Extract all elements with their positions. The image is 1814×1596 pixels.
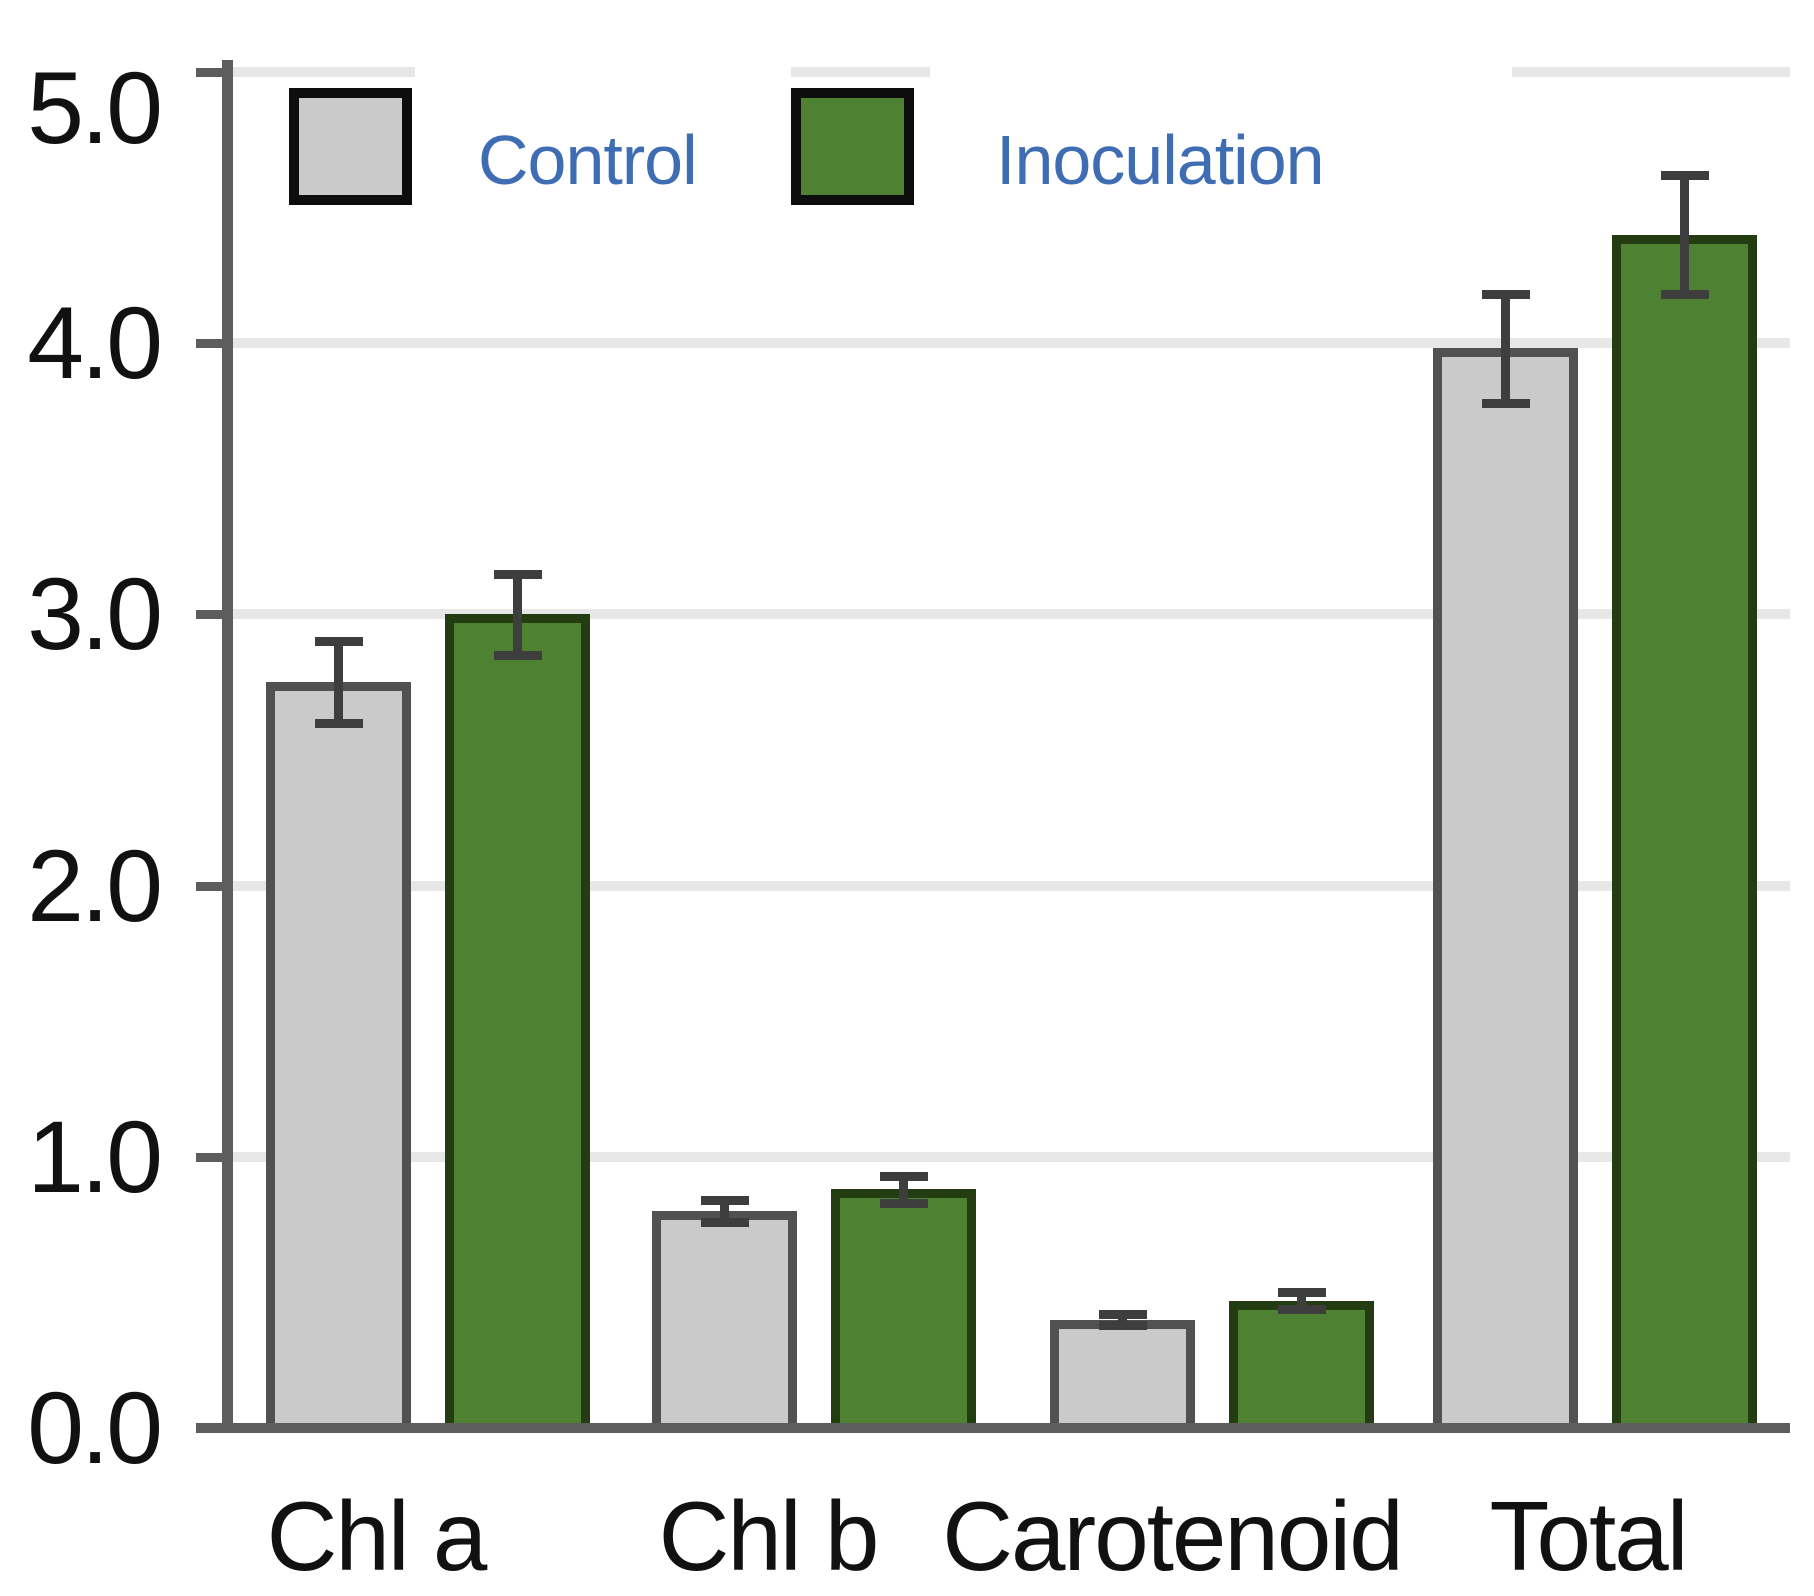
y-tick-label-5.0: 5.0 — [27, 51, 163, 165]
error-bar-cap-top-control-total — [1481, 290, 1530, 300]
bar-control-total — [1433, 348, 1578, 1432]
gridline-2 — [222, 880, 1790, 891]
error-bar-cap-bottom-control-chl-b — [700, 1217, 749, 1227]
error-bar-stem-inoculation-chl-a — [513, 573, 522, 655]
bar-control-carotenoid — [1050, 1319, 1195, 1432]
bar-inoculation-chl-b — [831, 1189, 976, 1432]
error-bar-cap-bottom-control-total — [1481, 398, 1530, 408]
bar-control-chl-b — [652, 1211, 797, 1432]
error-bar-cap-bottom-inoculation-carotenoid — [1277, 1304, 1326, 1314]
x-category-label-total: Total — [1489, 1481, 1688, 1591]
y-tick-4 — [196, 339, 233, 348]
error-bar-stem-control-chl-b — [720, 1200, 729, 1222]
bar-inoculation-carotenoid — [1229, 1300, 1374, 1432]
error-bar-cap-top-control-chl-a — [314, 637, 363, 647]
x-axis-line — [196, 1423, 1790, 1433]
y-tick-label-4.0: 4.0 — [27, 286, 163, 400]
bar-control-chl-a — [266, 682, 411, 1432]
legend-swatch-inoculation-icon — [791, 88, 914, 205]
gridline-3 — [222, 609, 1790, 620]
error-bar-cap-top-inoculation-chl-b — [879, 1171, 928, 1181]
legend: Control Inoculation — [0, 0, 1814, 260]
legend-label-background-inoculation — [930, 36, 1512, 232]
error-bar-stem-control-total — [1501, 294, 1510, 403]
error-bar-cap-top-control-chl-b — [700, 1196, 749, 1206]
x-category-label-chl-a: Chl a — [266, 1481, 488, 1591]
error-bar-cap-bottom-control-chl-a — [314, 718, 363, 728]
y-tick-5 — [196, 67, 233, 77]
bar-inoculation-total — [1612, 234, 1757, 1432]
error-bar-stem-inoculation-total — [1680, 174, 1689, 295]
y-tick-label-1.0: 1.0 — [27, 1099, 163, 1214]
y-tick-3 — [196, 610, 233, 620]
bar-inoculation-chl-a — [445, 614, 590, 1432]
legend-label-control: Control — [478, 121, 698, 199]
error-bar-stem-inoculation-chl-b — [899, 1175, 908, 1203]
error-bar-cap-bottom-control-carotenoid — [1098, 1320, 1147, 1330]
error-bar-cap-top-inoculation-carotenoid — [1277, 1288, 1326, 1298]
y-tick-1 — [196, 1152, 233, 1162]
error-bar-stem-control-chl-a — [334, 641, 343, 723]
gridline-4 — [222, 338, 1790, 348]
legend-swatch-control-icon — [289, 88, 412, 205]
error-bar-stem-inoculation-carotenoid — [1297, 1292, 1306, 1309]
y-tick-label-3.0: 3.0 — [27, 557, 163, 672]
y-tick-label-2.0: 2.0 — [27, 828, 163, 943]
x-category-label-chl-b: Chl b — [658, 1481, 880, 1591]
y-tick-2 — [196, 881, 233, 891]
legend-label-inoculation: Inoculation — [996, 121, 1325, 199]
error-bar-cap-top-control-carotenoid — [1098, 1310, 1147, 1320]
gridline-1 — [222, 1151, 1790, 1162]
error-bar-cap-bottom-inoculation-total — [1660, 290, 1709, 300]
error-bar-cap-top-inoculation-total — [1660, 170, 1709, 180]
y-tick-label-0.0: 0.0 — [27, 1371, 163, 1485]
error-bar-cap-bottom-inoculation-chl-a — [493, 650, 542, 660]
y-axis-line — [222, 60, 233, 1433]
error-bar-cap-top-inoculation-chl-a — [493, 569, 542, 579]
error-bar-stem-control-carotenoid — [1118, 1314, 1127, 1325]
x-category-label-carotenoid: Carotenoid — [942, 1481, 1403, 1591]
error-bar-cap-bottom-inoculation-chl-b — [879, 1198, 928, 1208]
legend-label-background-control — [415, 36, 791, 232]
